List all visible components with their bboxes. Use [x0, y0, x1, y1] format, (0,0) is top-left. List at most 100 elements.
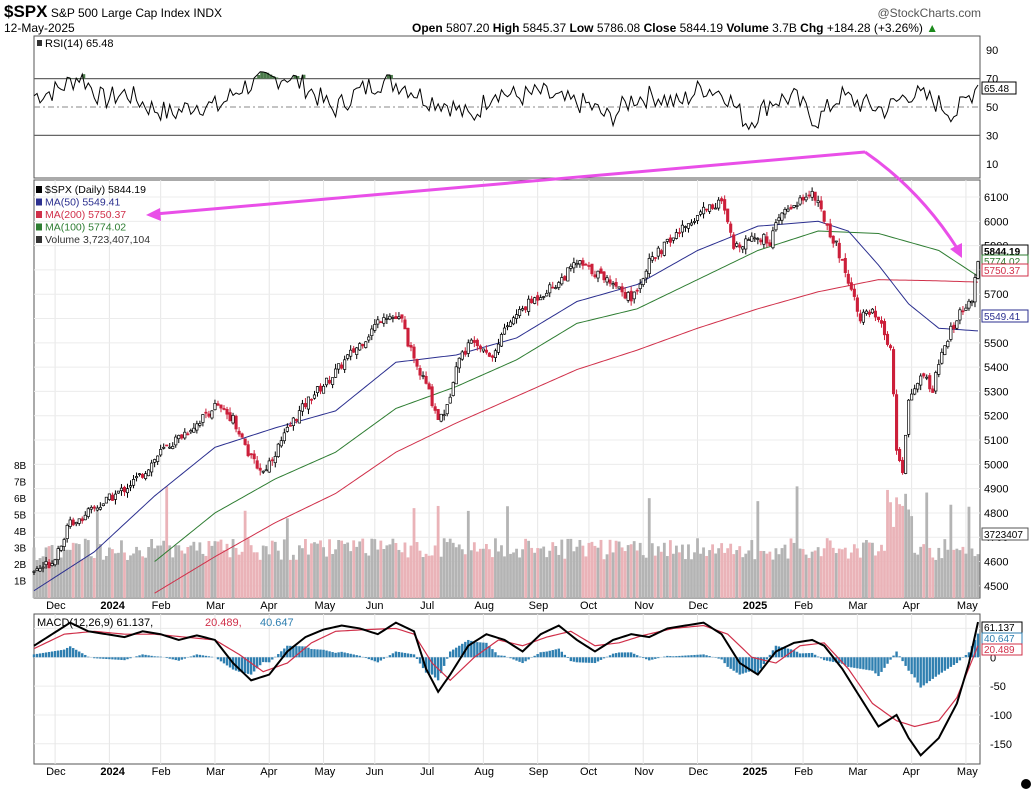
volume-ytick: 1B — [14, 577, 27, 588]
volume-bar — [524, 538, 528, 598]
macd-histogram-bar — [497, 655, 500, 658]
candle — [569, 265, 573, 269]
volume-bar — [171, 557, 175, 598]
volume-bar — [822, 548, 826, 598]
candle — [451, 382, 455, 396]
candle — [101, 503, 105, 506]
candle — [904, 434, 908, 474]
volume-bar — [466, 510, 470, 598]
candle — [572, 262, 576, 269]
macd-histogram-bar — [388, 655, 392, 658]
candle — [306, 396, 311, 410]
macd-histogram-bar — [581, 657, 585, 663]
price-tag: 5844.19 — [984, 247, 1021, 258]
candle — [240, 433, 244, 438]
volume-bar — [288, 559, 292, 598]
volume-bar — [816, 547, 820, 598]
volume-bar — [671, 553, 675, 598]
candle — [95, 507, 99, 511]
volume-ytick: 3B — [14, 544, 27, 555]
volume-bar — [659, 551, 663, 598]
volume-bar — [656, 546, 660, 598]
candle — [98, 506, 102, 510]
candle — [653, 257, 657, 259]
candle — [686, 223, 691, 229]
volume-bar — [813, 550, 817, 598]
volume-bar — [322, 547, 325, 598]
macd-histogram-bar — [240, 657, 244, 673]
volume-bar — [620, 547, 624, 598]
rsi-overbought-fill — [296, 75, 300, 79]
macd-histogram-bar — [958, 657, 962, 661]
macd-tag: 61.137 — [984, 623, 1015, 634]
volume-bar — [382, 549, 386, 598]
volume-bar — [533, 552, 537, 598]
volume-bar — [922, 544, 926, 598]
macd-line — [33, 621, 979, 757]
volume-bar — [101, 559, 105, 598]
macd-histogram-bar — [455, 647, 458, 658]
macd-histogram-bar — [813, 654, 817, 658]
macd-histogram-bar — [78, 651, 81, 658]
macd-histogram-bar — [280, 651, 283, 658]
candle — [885, 333, 890, 345]
rsi-line — [33, 71, 979, 131]
macd-histogram-bar — [364, 657, 367, 659]
macd-xtick: Apr — [903, 766, 920, 778]
volume-bar — [925, 492, 929, 598]
candle — [454, 366, 458, 385]
volume-bar — [883, 550, 886, 598]
macd-histogram-bar — [56, 650, 60, 658]
macd-histogram-bar — [952, 657, 956, 665]
macd-histogram-bar — [87, 656, 90, 658]
annotation-arrowhead-left — [146, 208, 161, 221]
candle — [490, 355, 494, 358]
volume-bar — [89, 556, 93, 598]
macd-histogram-bar — [328, 651, 331, 658]
candle — [346, 354, 350, 359]
volume-bar — [86, 540, 90, 598]
candle — [539, 297, 543, 301]
ma50-line — [33, 220, 979, 592]
macd-histogram-bar — [892, 655, 895, 658]
candle — [819, 200, 823, 210]
volume-bar — [183, 553, 187, 598]
volume-bar — [702, 547, 705, 598]
macd-histogram-bar — [623, 652, 627, 658]
macd-histogram-bar — [569, 657, 573, 662]
candle — [907, 399, 911, 435]
volume-bar — [795, 486, 799, 598]
volume-ytick: 2B — [14, 560, 27, 571]
candle — [110, 494, 114, 501]
macd-histogram-bar — [629, 652, 633, 658]
candle — [771, 230, 775, 249]
macd-histogram-bar — [304, 646, 307, 658]
volume-bar — [786, 558, 790, 598]
volume-bar — [503, 556, 506, 598]
price-ytick: 5400 — [984, 362, 1008, 374]
candle — [617, 286, 621, 289]
macd-xtick: Nov — [634, 766, 654, 778]
legend-ma50: MA(50) 5549.41 — [45, 197, 120, 209]
candle — [65, 524, 69, 540]
volume-bar — [120, 540, 123, 598]
macd-histogram-bar — [786, 648, 790, 658]
volume-bar — [285, 518, 289, 598]
macd-histogram-bar — [663, 656, 666, 658]
candle — [584, 263, 588, 266]
macd-histogram-bar — [533, 655, 536, 658]
volume-bar — [349, 551, 353, 598]
volume-bar — [665, 556, 669, 598]
candle — [729, 223, 733, 233]
volume-bar — [98, 544, 102, 598]
volume-bar — [117, 552, 120, 598]
candle — [195, 423, 199, 431]
candle — [635, 289, 639, 292]
macd-histogram-bar — [68, 646, 72, 658]
macd-histogram-bar — [470, 640, 473, 658]
candle — [831, 235, 835, 244]
macd-histogram-bar — [271, 657, 274, 660]
volume-bar — [865, 540, 868, 598]
macd-histogram-bar — [527, 657, 530, 660]
volume-bar — [252, 552, 256, 598]
